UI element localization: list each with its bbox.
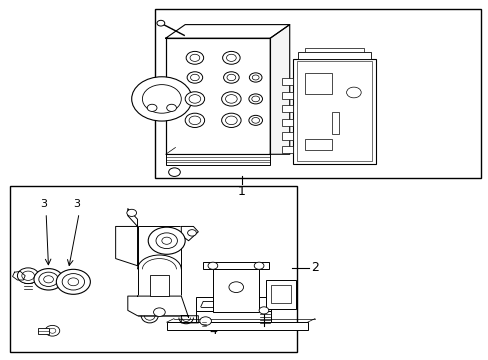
- Bar: [282, 78, 292, 85]
- Bar: [266, 280, 295, 309]
- Circle shape: [225, 116, 237, 125]
- Circle shape: [249, 73, 262, 82]
- Polygon shape: [127, 296, 198, 323]
- Polygon shape: [13, 271, 25, 280]
- Circle shape: [18, 268, 39, 284]
- Circle shape: [248, 115, 262, 125]
- Circle shape: [251, 96, 259, 102]
- Circle shape: [156, 233, 177, 249]
- Circle shape: [225, 95, 237, 103]
- Bar: [196, 297, 271, 311]
- Circle shape: [147, 104, 157, 111]
- Circle shape: [168, 168, 180, 176]
- Circle shape: [248, 94, 262, 104]
- Polygon shape: [270, 24, 289, 154]
- Circle shape: [126, 209, 136, 216]
- Circle shape: [187, 72, 202, 83]
- Circle shape: [223, 72, 239, 83]
- Bar: [282, 105, 292, 112]
- Bar: [212, 269, 259, 312]
- Bar: [305, 139, 331, 150]
- Text: 3: 3: [40, 199, 47, 209]
- Circle shape: [254, 262, 264, 269]
- Circle shape: [131, 77, 192, 121]
- Bar: [154, 9, 480, 178]
- Circle shape: [226, 54, 236, 62]
- Circle shape: [39, 272, 58, 287]
- Bar: [137, 226, 181, 316]
- Bar: [166, 322, 307, 330]
- Circle shape: [185, 113, 204, 127]
- Bar: [282, 146, 292, 153]
- Circle shape: [62, 274, 84, 290]
- Circle shape: [186, 51, 203, 64]
- Circle shape: [222, 51, 240, 64]
- Text: 2: 2: [311, 261, 319, 274]
- Circle shape: [252, 75, 259, 80]
- Bar: [203, 262, 268, 269]
- Bar: [196, 311, 271, 322]
- Circle shape: [228, 282, 243, 293]
- Bar: [149, 275, 169, 296]
- Bar: [282, 119, 292, 126]
- Circle shape: [200, 317, 211, 325]
- Bar: [165, 38, 270, 154]
- Bar: [165, 154, 270, 165]
- Bar: [305, 73, 331, 94]
- Circle shape: [251, 117, 259, 123]
- Circle shape: [226, 74, 235, 81]
- Circle shape: [68, 278, 79, 286]
- Polygon shape: [127, 208, 137, 226]
- Circle shape: [56, 269, 90, 294]
- Circle shape: [43, 276, 53, 283]
- Bar: [331, 112, 339, 134]
- Text: 4: 4: [208, 324, 216, 337]
- Circle shape: [221, 113, 241, 127]
- Circle shape: [185, 92, 204, 106]
- Circle shape: [189, 95, 201, 103]
- Text: 1: 1: [238, 185, 245, 198]
- Bar: [305, 48, 363, 52]
- Circle shape: [157, 20, 164, 26]
- Circle shape: [259, 307, 268, 314]
- Circle shape: [189, 116, 201, 125]
- Bar: [165, 38, 270, 154]
- Bar: [38, 328, 48, 334]
- Text: 3: 3: [73, 199, 80, 209]
- Circle shape: [153, 308, 165, 316]
- Circle shape: [166, 104, 176, 111]
- Bar: [271, 285, 290, 303]
- Circle shape: [187, 230, 196, 236]
- Circle shape: [34, 269, 63, 290]
- Circle shape: [148, 227, 185, 254]
- Bar: [297, 52, 370, 59]
- Bar: [296, 62, 371, 161]
- Bar: [282, 92, 292, 99]
- Circle shape: [207, 262, 217, 269]
- Polygon shape: [116, 226, 137, 266]
- Circle shape: [142, 85, 181, 113]
- Bar: [292, 59, 375, 164]
- Bar: [10, 186, 296, 352]
- Circle shape: [22, 271, 34, 280]
- Circle shape: [190, 54, 200, 62]
- Polygon shape: [181, 226, 198, 241]
- Circle shape: [45, 325, 60, 336]
- Circle shape: [221, 92, 241, 106]
- Bar: [282, 132, 292, 140]
- Polygon shape: [165, 24, 289, 38]
- Circle shape: [190, 74, 199, 81]
- Circle shape: [162, 237, 171, 244]
